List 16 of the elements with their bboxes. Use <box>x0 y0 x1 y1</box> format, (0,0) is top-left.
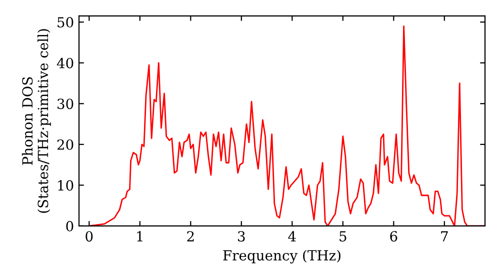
y-axis-title: Phonon DOS (States/THz·primitive cell) <box>22 29 51 213</box>
y-tick-label: 20 <box>57 139 74 150</box>
x-tick-label: 4 <box>288 231 296 242</box>
x-tick-label: 1 <box>137 231 142 242</box>
x-tick-label: 5 <box>340 231 346 242</box>
y-tick-label: 40 <box>56 58 74 68</box>
x-tick-label: 3 <box>238 231 245 242</box>
x-tick-label: 7 <box>441 231 448 242</box>
x-axis-title: Frequency (THz) <box>223 250 340 264</box>
y-tick-label: 10 <box>58 180 74 191</box>
x-tick-label: 2 <box>187 231 194 242</box>
y-tick-label: 0 <box>66 220 74 232</box>
x-tick-label: 6 <box>390 231 398 242</box>
x-tick-label: 0 <box>86 231 93 242</box>
y-tick-label: 50 <box>58 17 74 28</box>
y-tick-label: 30 <box>58 98 74 110</box>
